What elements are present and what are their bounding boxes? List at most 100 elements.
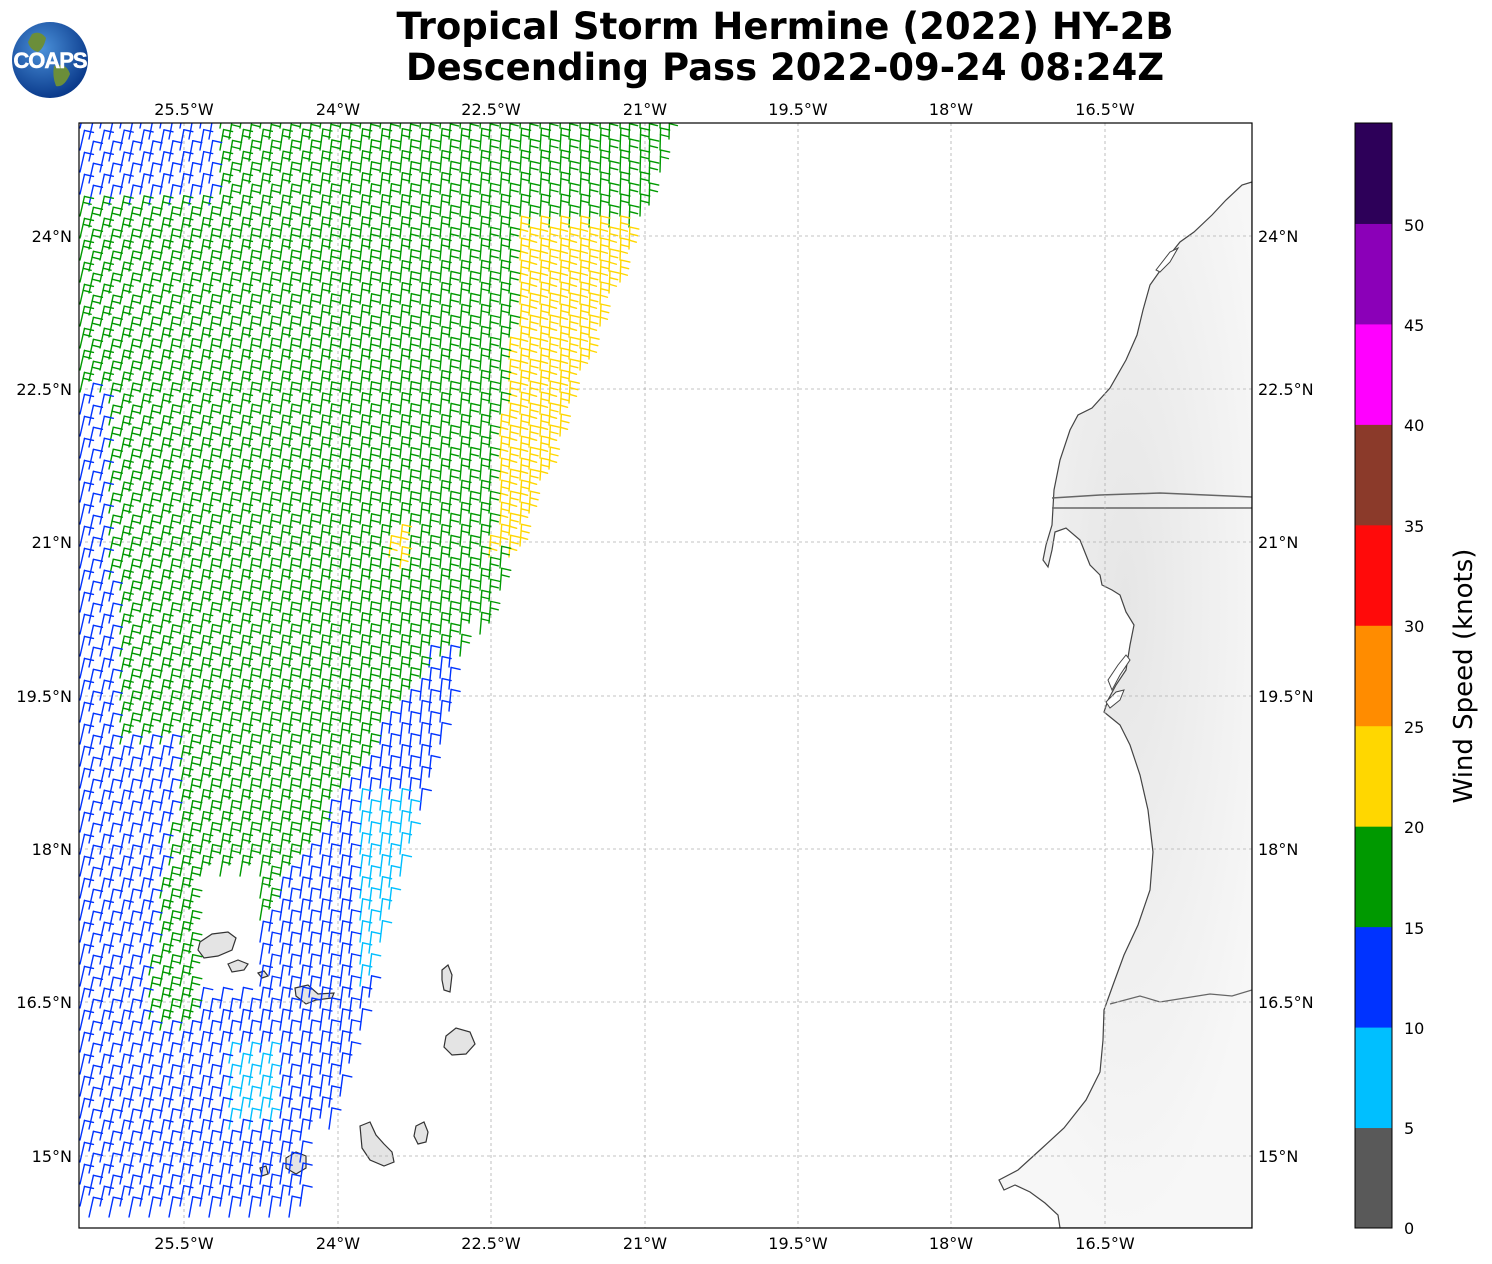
wind-barb (539, 347, 552, 371)
wind-barb (388, 183, 402, 206)
wind-barb (459, 237, 472, 261)
wind-barb (179, 123, 182, 129)
lat-tick-left: 24°N (32, 227, 72, 246)
wind-barb (539, 123, 542, 129)
wind-barb (239, 123, 242, 129)
wind-barb (248, 227, 263, 250)
wind-barb (108, 140, 124, 162)
wind-barb (88, 272, 104, 294)
wind-barb (468, 336, 481, 360)
lat-tick-right: 19.5°N (1258, 687, 1314, 706)
wind-barb (548, 123, 559, 140)
wind-barb (399, 281, 413, 305)
wind-barb (348, 123, 360, 140)
wind-barb (348, 337, 362, 360)
lat-ticks-left: 24°N 22.5°N 21°N 19.5°N 18°N 16.5°N 15°N (16, 227, 72, 1166)
wind-barb (108, 184, 124, 206)
island-boa-vista (443, 1027, 476, 1056)
lat-tick-left: 18°N (32, 840, 72, 859)
wind-barb (168, 206, 183, 228)
wind-barb (379, 282, 393, 305)
wind-barb (568, 336, 580, 360)
colorbar-segment (1355, 323, 1392, 425)
wind-barb (648, 123, 659, 140)
wind-barb (128, 250, 143, 272)
wind-barb (459, 127, 472, 151)
wind-barb (179, 283, 194, 305)
wind-barb (279, 326, 293, 349)
wind-barb (208, 227, 223, 250)
wind-barb (328, 315, 342, 338)
wind-barb (248, 183, 263, 206)
colorbar-segment (1355, 725, 1392, 827)
lon-tick-top: 16.5°W (1075, 100, 1135, 119)
wind-barb (559, 127, 572, 151)
wind-barb (79, 261, 95, 283)
chart-title: Tropical Storm Hermine (2022) HY-2B Desc… (290, 6, 1280, 88)
wind-barb (559, 281, 572, 305)
wind-barb (79, 349, 95, 371)
wind-barb (419, 193, 432, 217)
wind-barb (339, 172, 353, 195)
wind-barb (488, 380, 501, 404)
wind-barb (148, 294, 163, 316)
wind-barb (99, 217, 115, 239)
wind-barb (279, 194, 293, 217)
wind-barb (499, 369, 512, 393)
wind-barb (559, 215, 572, 239)
wind-barb (228, 227, 243, 250)
wind-barb (608, 204, 620, 228)
lon-tick-top: 25.5°W (154, 100, 214, 119)
wind-barb (619, 123, 621, 129)
wind-barb (288, 183, 302, 206)
wind-barb (199, 282, 214, 305)
wind-barb (568, 292, 580, 316)
wind-barb (439, 149, 452, 173)
wind-barb (108, 404, 124, 426)
wind-barb (119, 151, 134, 173)
wind-barb (479, 215, 492, 239)
wind-barb (128, 206, 143, 228)
wind-barb (239, 216, 254, 239)
wind-barb (548, 270, 561, 294)
wind-barb (659, 127, 671, 151)
wind-barb (88, 250, 104, 272)
wind-barb (228, 381, 243, 404)
wind-barb (108, 228, 124, 250)
wind-barb (579, 149, 591, 173)
wind-barb (79, 173, 95, 195)
wind-barb (188, 139, 203, 162)
wind-barb (148, 250, 163, 272)
wind-barb (368, 359, 382, 382)
wind-barb (219, 304, 234, 327)
wind-barb (139, 393, 154, 415)
wind-barb (248, 337, 263, 360)
wind-barb (499, 171, 512, 195)
wind-barb (568, 182, 580, 206)
wind-barb (339, 194, 353, 217)
border-line-1 (1051, 492, 1252, 499)
title-line-1: Tropical Storm Hermine (2022) HY-2B (396, 5, 1174, 48)
wind-barb (599, 171, 611, 195)
wind-barb (288, 403, 302, 426)
wind-barb (159, 195, 174, 217)
wind-barb (359, 194, 373, 217)
lon-tick-top: 22.5°W (461, 100, 521, 119)
wind-barb (648, 182, 660, 206)
wind-barb (308, 227, 322, 250)
wind-barb (99, 261, 115, 283)
wind-barb (499, 149, 512, 173)
wind-barb (468, 380, 481, 404)
wind-barb (639, 171, 651, 195)
wind-barb (179, 371, 194, 393)
wind-barb (328, 293, 342, 316)
wind-barb (519, 123, 522, 129)
wind-barb (219, 150, 234, 173)
wind-barb (408, 336, 422, 360)
wind-barb (128, 294, 143, 316)
wind-barb (539, 127, 552, 151)
wind-barb (519, 149, 532, 173)
wind-barb (359, 370, 373, 393)
wind-barb (428, 182, 441, 206)
african-coast (998, 181, 1252, 1228)
